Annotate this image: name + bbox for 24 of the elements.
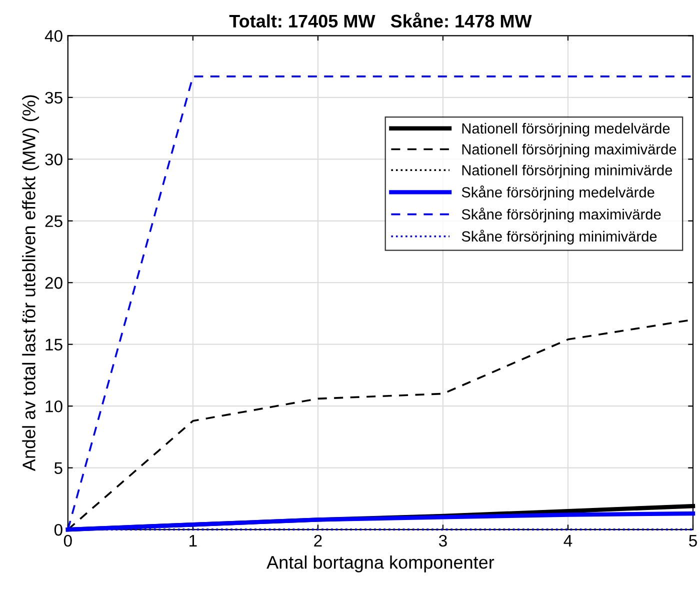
legend-label: Nationell försörjning medelvärde (462, 122, 670, 136)
y-tick-label: 0 (54, 524, 62, 536)
x-tick-label: 4 (564, 535, 572, 546)
legend-label: Nationell försörjning minimivärde (462, 164, 672, 178)
y-tick-label: 30 (45, 154, 62, 166)
legend-label: Skåne försörjning minimivärde (462, 230, 657, 244)
x-tick-label: 3 (438, 534, 447, 547)
y-tick-label: 40 (44, 30, 62, 42)
y-tick-label: 25 (45, 215, 62, 228)
x-axis-title: Antal bortagna komponenter (266, 556, 494, 572)
x-tick-label: 1 (190, 535, 197, 546)
legend-label: Skåne försörjning maximivärde (462, 208, 661, 222)
x-tick-label: 2 (314, 534, 322, 546)
x-tick-label: 0 (64, 534, 72, 547)
y-axis-title: Andel av total last för utebliven effekt (MW) (%) (22, 95, 39, 472)
y-tick-label: 35 (45, 92, 62, 104)
y-tick-label: 15 (46, 338, 62, 351)
x-tick-label: 5 (689, 535, 697, 547)
y-tick-label: 5 (54, 462, 62, 474)
legend-label: Nationell försörjning maximivärde (462, 144, 676, 158)
legend-label: Skåne försörjning medelvärde (462, 186, 654, 200)
y-tick-label: 20 (45, 277, 62, 289)
chart-title: Totalt: 17405 MW Skåne: 1478 MW (229, 12, 532, 28)
y-tick-label: 10 (46, 400, 62, 412)
